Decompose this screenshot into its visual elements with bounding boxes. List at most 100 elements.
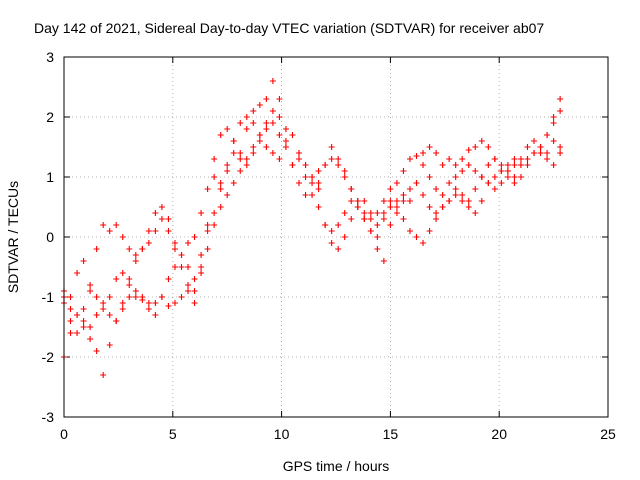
data-point <box>87 282 94 288</box>
data-point <box>341 168 348 174</box>
x-tick-label: 20 <box>491 426 507 442</box>
series-track-d <box>61 132 564 330</box>
data-point <box>413 234 420 240</box>
data-point <box>478 174 485 180</box>
data-point <box>230 138 237 144</box>
data-point <box>178 264 185 270</box>
data-point <box>498 180 505 186</box>
data-point <box>67 306 74 312</box>
data-point <box>367 210 374 216</box>
data-point <box>426 228 433 234</box>
data-point <box>152 228 159 234</box>
data-point <box>439 204 446 210</box>
chart-title: Day 142 of 2021, Sidereal Day-to-day VTE… <box>34 20 544 36</box>
data-point <box>459 168 466 174</box>
data-point <box>224 162 231 168</box>
data-point <box>198 270 205 276</box>
data-point <box>106 294 113 300</box>
data-point <box>459 192 466 198</box>
data-point <box>341 210 348 216</box>
data-point <box>322 222 329 228</box>
data-point <box>472 210 479 216</box>
data-point <box>406 198 413 204</box>
data-point <box>354 198 361 204</box>
data-point <box>263 120 270 126</box>
data-point <box>250 108 257 114</box>
data-point <box>504 168 511 174</box>
data-point <box>152 312 159 318</box>
data-point <box>276 114 283 120</box>
data-point <box>504 174 511 180</box>
data-point <box>74 270 81 276</box>
data-point <box>485 180 492 186</box>
data-point <box>433 150 440 156</box>
data-point <box>276 156 283 162</box>
data-point <box>269 120 276 126</box>
data-point <box>393 204 400 210</box>
data-point <box>230 180 237 186</box>
data-point <box>100 300 107 306</box>
data-point <box>374 222 381 228</box>
data-point <box>171 240 178 246</box>
data-point <box>250 150 257 156</box>
data-point <box>511 174 518 180</box>
data-point <box>191 234 198 240</box>
data-point <box>269 150 276 156</box>
data-point <box>387 186 394 192</box>
data-point <box>211 156 218 162</box>
data-point <box>550 162 557 168</box>
data-point <box>544 150 551 156</box>
data-point <box>400 168 407 174</box>
data-point <box>289 162 296 168</box>
data-point <box>106 228 113 234</box>
data-point <box>406 156 413 162</box>
data-point <box>198 264 205 270</box>
data-point <box>328 240 335 246</box>
data-point <box>106 342 113 348</box>
data-point <box>348 198 355 204</box>
data-point <box>478 198 485 204</box>
data-point <box>550 114 557 120</box>
data-point <box>237 150 244 156</box>
data-point <box>100 372 107 378</box>
data-point <box>67 318 74 324</box>
data-point <box>158 294 165 300</box>
data-point <box>446 156 453 162</box>
data-point <box>139 246 146 252</box>
data-point <box>211 210 218 216</box>
data-point <box>309 180 316 186</box>
data-point <box>80 318 87 324</box>
data-point <box>335 156 342 162</box>
data-point <box>243 156 250 162</box>
data-point <box>348 186 355 192</box>
data-point <box>132 288 139 294</box>
data-point <box>413 180 420 186</box>
data-point <box>485 162 492 168</box>
data-point <box>100 222 107 228</box>
data-point <box>439 192 446 198</box>
data-point <box>335 246 342 252</box>
data-point <box>302 174 309 180</box>
data-point <box>74 312 81 318</box>
data-point <box>550 120 557 126</box>
data-point <box>256 132 263 138</box>
data-point <box>406 186 413 192</box>
data-point <box>171 300 178 306</box>
data-point <box>113 222 120 228</box>
data-point <box>524 144 531 150</box>
data-point <box>517 156 524 162</box>
data-point <box>557 96 564 102</box>
data-point <box>269 78 276 84</box>
data-point <box>420 240 427 246</box>
data-point <box>511 156 518 162</box>
data-point <box>282 126 289 132</box>
data-point <box>139 294 146 300</box>
y-tick-label: 2 <box>46 109 54 125</box>
data-point <box>426 204 433 210</box>
data-point <box>224 126 231 132</box>
data-point <box>185 282 192 288</box>
data-point <box>433 216 440 222</box>
data-point <box>420 162 427 168</box>
data-point <box>465 198 472 204</box>
